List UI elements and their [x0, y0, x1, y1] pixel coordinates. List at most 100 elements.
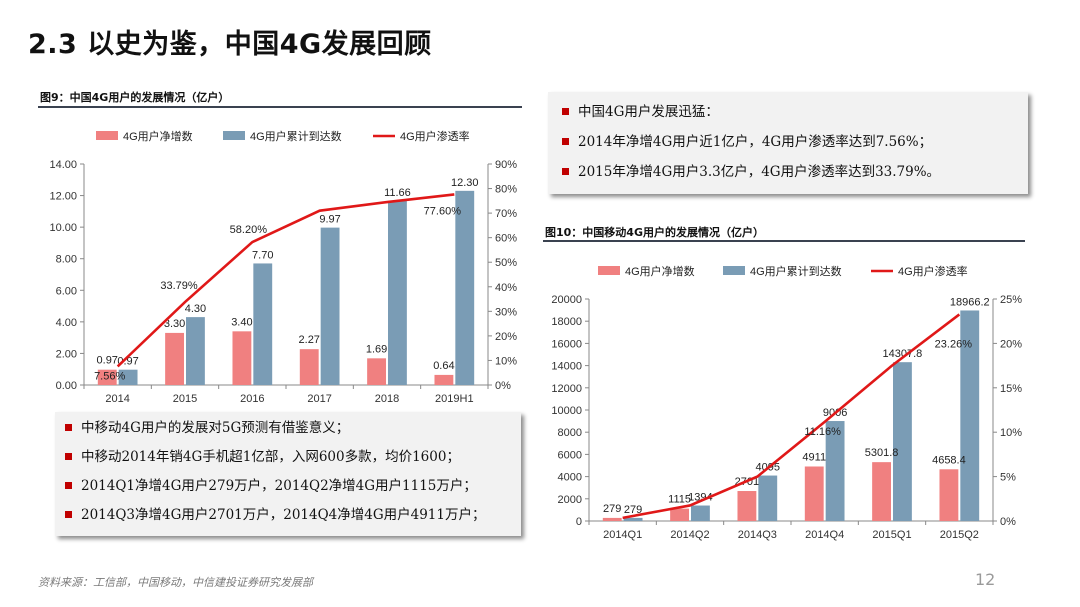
- bar-cumulative: [893, 362, 912, 521]
- top-callout-item: 2015年净增4G用户3.3亿户，4G用户渗透率达到33.79%。: [558, 162, 1018, 182]
- x-tick-label: 2015: [173, 393, 197, 405]
- bar-cumulative: [388, 200, 407, 385]
- right-tick-label: 70%: [495, 208, 517, 220]
- bar-value-label: 0.97: [117, 356, 138, 368]
- x-tick-label: 2015Q2: [940, 529, 979, 541]
- fig10-chart: 4G用户净增数 4G用户累计到达数 4G用户渗透率 0 2000 4000 6000 8000…: [551, 264, 1022, 541]
- bar-value-label: 11.66: [384, 187, 411, 199]
- x-tick-label: 2019H1: [435, 393, 474, 405]
- right-tick-label: 40%: [495, 282, 517, 294]
- bar-value-label: 1.69: [366, 343, 387, 355]
- right-tick-label: 30%: [495, 306, 517, 318]
- bar-value-label: 12.30: [451, 177, 479, 189]
- bullet-icon: [562, 168, 569, 175]
- x-tick-label: 2014Q4: [805, 529, 844, 541]
- right-tick-label: 60%: [495, 233, 517, 245]
- bar-value-label: 279: [624, 504, 642, 516]
- left-tick-label: 0: [576, 516, 582, 528]
- left-tick-label: 6.00: [56, 285, 77, 297]
- left-tick-label: 18000: [551, 316, 582, 328]
- fig9-chart: 4G用户净增数 4G用户累计到达数 4G用户渗透率 0.00 2.00 4.00 6.00 8…: [49, 129, 517, 405]
- fig9-divider: [38, 106, 522, 108]
- bar-cumulative: [623, 517, 643, 521]
- bottom-callout: 中移动4G用户的发展对5G预测有借鉴意义； 中移动2014年销4G手机超1亿部，…: [55, 412, 521, 536]
- right-tick-label: 80%: [495, 184, 517, 196]
- right-tick-label: 5%: [1000, 472, 1016, 484]
- legend-swatch: [96, 131, 118, 140]
- bullet-icon: [65, 424, 72, 431]
- legend-swatch: [223, 131, 245, 140]
- penetration-label: 33.79%: [160, 280, 198, 292]
- bar-cumulative: [455, 190, 475, 385]
- x-tick-label: 2015Q1: [872, 529, 911, 541]
- left-tick-label: 2.00: [56, 348, 77, 360]
- left-tick-label: 10000: [551, 405, 582, 417]
- bar-value-label: 4911: [802, 451, 826, 463]
- bar-value-label: 3.40: [231, 316, 252, 328]
- legend-label: 4G用户累计到达数: [250, 129, 342, 143]
- legend-label: 4G用户净增数: [123, 129, 193, 143]
- bar-cumulative: [253, 263, 273, 385]
- bar-cumulative: [960, 310, 980, 521]
- x-tick-label: 2014: [105, 393, 129, 405]
- legend-swatch: [598, 266, 620, 275]
- legend-label: 4G用户渗透率: [400, 129, 470, 143]
- bullet-icon: [65, 511, 72, 518]
- bullet-icon: [65, 482, 72, 489]
- penetration-label: 58.20%: [230, 224, 268, 236]
- source-note: 资料来源：工信部，中国移动，中信建投证券研究发展部: [38, 576, 313, 589]
- bar-net-add: [939, 469, 959, 521]
- top-callout-item: 2014年净增4G用户近1亿户，4G用户渗透率达到7.56%；: [558, 132, 1018, 152]
- fig10-title: 图10：中国移动4G用户的发展情况（亿户）: [545, 226, 764, 239]
- bar-value-label: 18966.2: [950, 296, 990, 308]
- left-tick-label: 10.00: [49, 222, 77, 234]
- x-tick-label: 2018: [375, 393, 399, 405]
- bar-net-add: [602, 517, 622, 521]
- penetration-label: 11.16%: [804, 426, 841, 438]
- bullet-icon: [65, 453, 72, 460]
- fig9-title: 图9：中国4G用户的发展情况（亿户）: [40, 91, 230, 104]
- bar-value-label: 0.64: [433, 360, 454, 372]
- right-tick-label: 10%: [495, 355, 517, 367]
- left-tick-label: 16000: [551, 338, 582, 350]
- bar-value-label: 3.30: [164, 318, 185, 330]
- penetration-label: 77.60%: [424, 205, 462, 217]
- left-tick-label: 12000: [551, 383, 582, 395]
- right-tick-label: 0%: [495, 380, 511, 392]
- top-callout: 中国4G用户发展迅猛： 2014年净增4G用户近1亿户，4G用户渗透率达到7.5…: [548, 92, 1028, 194]
- bar-cumulative: [825, 421, 845, 521]
- right-tick-label: 0%: [1000, 516, 1016, 528]
- x-tick-label: 2016: [240, 393, 264, 405]
- bar-value-label: 5301.8: [865, 447, 899, 459]
- bar-net-add: [232, 331, 252, 385]
- bar-net-add: [299, 349, 319, 385]
- left-tick-label: 14.00: [49, 159, 77, 171]
- left-tick-label: 8000: [558, 427, 582, 439]
- bar-value-label: 279: [603, 503, 621, 515]
- bar-value-label: 4.30: [185, 303, 206, 315]
- right-tick-label: 10%: [1000, 427, 1022, 439]
- bar-value-label: 4658.4: [932, 454, 966, 466]
- left-tick-label: 20000: [551, 294, 582, 306]
- left-tick-label: 0.00: [56, 380, 77, 392]
- bottom-callout-item: 中移动4G用户的发展对5G预测有借鉴意义；: [61, 418, 515, 438]
- left-tick-label: 8.00: [56, 254, 77, 266]
- right-tick-label: 90%: [495, 159, 517, 171]
- bar-net-add: [872, 462, 891, 521]
- legend-label: 4G用户累计到达数: [750, 264, 842, 278]
- bottom-callout-item: 2014Q3净增4G用户2701万户，2014Q4净增4G用户4911万户；: [61, 505, 515, 525]
- x-tick-label: 2014Q2: [670, 529, 709, 541]
- bar-value-label: 9.97: [319, 214, 340, 226]
- fig10-divider: [543, 240, 1025, 242]
- legend-label: 4G用户渗透率: [898, 264, 968, 278]
- bar-cumulative: [186, 317, 205, 385]
- bar-value-label: 0.97: [97, 355, 118, 367]
- x-tick-label: 2014Q1: [603, 529, 642, 541]
- bar-value-label: 7.70: [252, 249, 273, 261]
- top-callout-item: 中国4G用户发展迅猛：: [558, 102, 1018, 122]
- bottom-callout-item: 2014Q1净增4G用户279万户，2014Q2净增4G用户1115万户；: [61, 476, 515, 496]
- bar-net-add: [670, 508, 689, 521]
- bar-net-add: [434, 374, 454, 385]
- penetration-label: 7.56%: [94, 370, 125, 382]
- right-tick-label: 20%: [495, 331, 517, 343]
